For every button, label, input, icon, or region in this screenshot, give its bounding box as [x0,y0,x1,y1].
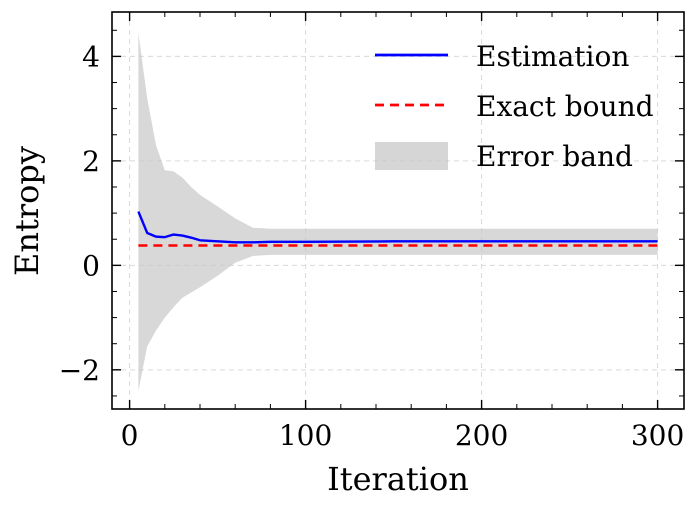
axes [111,11,685,410]
y-tick-label-0: −2 [59,354,100,387]
tick-labels: 0 100 200 300 −2 0 2 4 [59,40,685,452]
grid-lines [112,12,684,409]
legend-label-exact-bound: Exact bound [476,90,654,123]
x-axis-label: Iteration [327,460,469,498]
series-lines [137,211,658,247]
x-tick-label-1: 100 [279,419,332,452]
y-tick-label-1: 0 [82,249,100,282]
legend-swatch-error-band [375,142,448,170]
x-tick-label-0: 0 [121,419,139,452]
y-tick-label-2: 2 [82,145,100,178]
x-tick-label-3: 300 [631,419,684,452]
legend: Estimation Exact bound Error band [375,40,654,173]
legend-label-error-band: Error band [476,140,633,173]
x-tick-label-2: 200 [455,419,508,452]
y-axis-label: Entropy [8,146,46,276]
plot-frame [111,11,685,410]
series-line-estimation [137,211,658,244]
ticks [112,12,684,409]
y-tick-label-3: 4 [82,40,100,73]
legend-label-estimation: Estimation [476,40,629,73]
